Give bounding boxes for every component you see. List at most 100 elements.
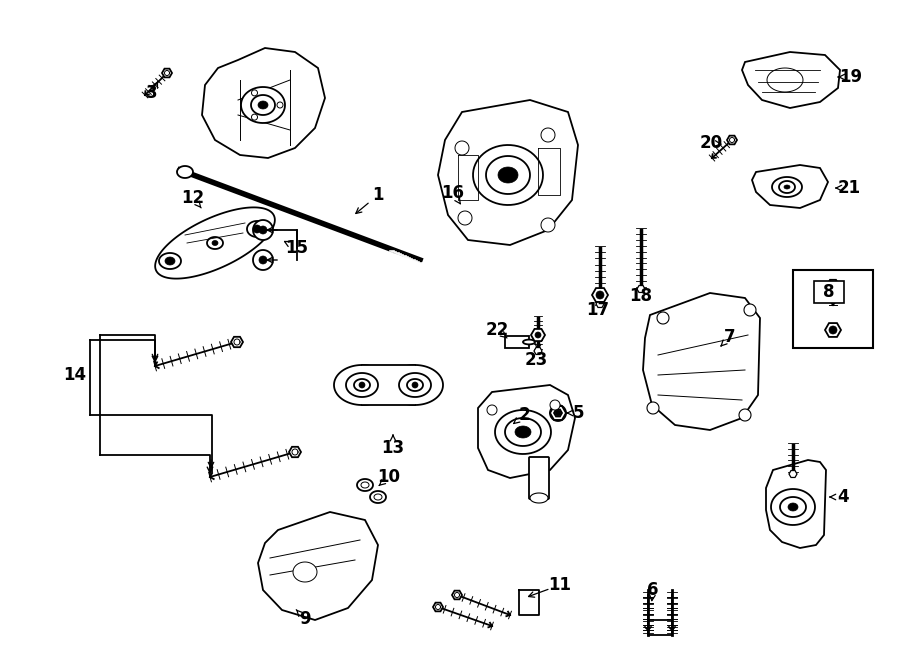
Polygon shape (407, 379, 423, 391)
Polygon shape (744, 304, 756, 316)
Polygon shape (159, 253, 181, 269)
Text: 3: 3 (146, 84, 158, 102)
Polygon shape (643, 293, 760, 430)
Polygon shape (779, 181, 795, 193)
Text: 7: 7 (724, 328, 736, 346)
Polygon shape (487, 405, 497, 415)
Polygon shape (231, 337, 243, 347)
Polygon shape (374, 494, 382, 500)
Text: 20: 20 (699, 134, 723, 152)
Text: 19: 19 (840, 68, 862, 86)
Polygon shape (596, 301, 604, 307)
Polygon shape (162, 69, 172, 77)
Text: 11: 11 (548, 576, 572, 594)
Text: 18: 18 (629, 287, 652, 305)
Polygon shape (541, 218, 555, 232)
Polygon shape (767, 68, 803, 92)
Polygon shape (827, 280, 839, 290)
Polygon shape (452, 591, 462, 600)
Polygon shape (825, 323, 841, 337)
Polygon shape (554, 410, 562, 416)
Polygon shape (247, 221, 267, 237)
Text: 4: 4 (837, 488, 849, 506)
Polygon shape (259, 226, 267, 234)
Polygon shape (258, 101, 268, 109)
FancyBboxPatch shape (814, 281, 844, 303)
Polygon shape (592, 288, 608, 302)
Polygon shape (253, 225, 261, 233)
Text: 9: 9 (299, 610, 310, 628)
Ellipse shape (523, 340, 535, 344)
Text: 23: 23 (525, 351, 547, 369)
Text: 14: 14 (63, 366, 86, 384)
Text: 21: 21 (837, 179, 860, 197)
Polygon shape (357, 479, 373, 491)
Polygon shape (515, 426, 531, 438)
Polygon shape (359, 382, 365, 388)
Polygon shape (541, 128, 555, 142)
Polygon shape (253, 220, 273, 240)
Polygon shape (251, 114, 257, 120)
Polygon shape (478, 385, 575, 478)
Text: 12: 12 (182, 189, 204, 207)
Polygon shape (458, 211, 472, 225)
Text: 5: 5 (572, 404, 584, 422)
Polygon shape (550, 406, 566, 420)
Polygon shape (829, 326, 837, 334)
Polygon shape (789, 471, 797, 477)
Polygon shape (293, 562, 317, 582)
Text: 15: 15 (285, 239, 309, 257)
Polygon shape (212, 241, 218, 245)
Polygon shape (752, 165, 828, 208)
Polygon shape (784, 185, 790, 189)
Polygon shape (473, 145, 543, 205)
Polygon shape (202, 48, 325, 158)
Polygon shape (550, 400, 560, 410)
Polygon shape (370, 491, 386, 503)
Polygon shape (771, 489, 815, 525)
Polygon shape (550, 405, 566, 421)
Polygon shape (788, 503, 798, 511)
Polygon shape (531, 329, 545, 341)
FancyBboxPatch shape (529, 457, 549, 499)
Polygon shape (361, 482, 369, 488)
Polygon shape (346, 373, 378, 397)
Polygon shape (438, 100, 578, 245)
Polygon shape (495, 410, 551, 454)
Polygon shape (534, 348, 542, 354)
Polygon shape (596, 291, 604, 299)
Polygon shape (251, 90, 257, 96)
Polygon shape (780, 497, 806, 517)
Polygon shape (412, 382, 418, 388)
Polygon shape (727, 136, 737, 144)
Polygon shape (251, 95, 275, 115)
Text: 6: 6 (647, 581, 659, 599)
Text: 13: 13 (382, 439, 405, 457)
Polygon shape (637, 286, 645, 292)
Polygon shape (155, 208, 274, 278)
Polygon shape (498, 167, 518, 183)
Text: 16: 16 (442, 184, 464, 202)
Text: 2: 2 (518, 406, 530, 424)
Polygon shape (399, 373, 431, 397)
Polygon shape (742, 52, 840, 108)
Text: 22: 22 (485, 321, 508, 339)
Polygon shape (177, 166, 193, 178)
Polygon shape (535, 332, 541, 338)
Polygon shape (258, 512, 378, 620)
Polygon shape (739, 409, 751, 421)
Polygon shape (772, 177, 802, 197)
Polygon shape (289, 447, 301, 457)
Polygon shape (530, 493, 548, 503)
Polygon shape (362, 365, 415, 405)
Polygon shape (253, 250, 273, 270)
Polygon shape (334, 365, 390, 405)
Polygon shape (647, 402, 659, 414)
Polygon shape (241, 87, 285, 123)
Polygon shape (657, 312, 669, 324)
Polygon shape (766, 460, 826, 548)
Polygon shape (165, 257, 175, 265)
Polygon shape (505, 336, 529, 348)
Polygon shape (433, 603, 443, 611)
FancyBboxPatch shape (793, 270, 873, 348)
